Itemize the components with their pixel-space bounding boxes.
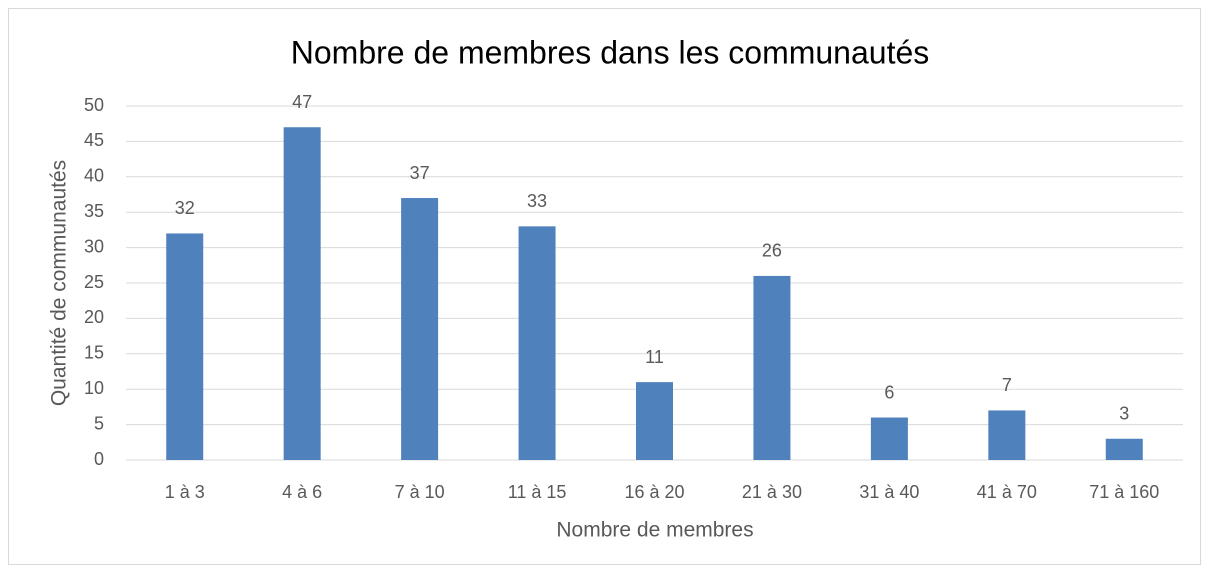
x-tick-label: 21 à 30 [742, 482, 802, 502]
data-label: 37 [410, 163, 430, 183]
x-axis-label: Nombre de membres [556, 519, 753, 542]
x-tick-label: 16 à 20 [624, 482, 684, 502]
chart-border [8, 8, 1201, 565]
data-label: 32 [175, 198, 195, 218]
x-tick-label: 31 à 40 [859, 482, 919, 502]
y-tick-label: 20 [84, 307, 104, 327]
data-label: 7 [1002, 375, 1012, 395]
bar [283, 127, 321, 461]
y-tick-label: 10 [84, 378, 104, 398]
bar [753, 275, 791, 460]
y-tick-label: 35 [84, 201, 104, 221]
bar [401, 198, 439, 461]
x-tick-label: 1 à 3 [165, 482, 205, 502]
x-tick-label: 71 à 160 [1089, 482, 1159, 502]
bar [518, 226, 556, 460]
x-tick-label: 41 à 70 [977, 482, 1037, 502]
data-label: 26 [762, 241, 782, 261]
y-tick-label: 0 [94, 449, 104, 469]
data-label: 11 [645, 347, 664, 367]
y-tick-label: 40 [84, 166, 104, 186]
y-tick-label: 45 [84, 130, 104, 150]
y-tick-label: 30 [84, 236, 104, 256]
data-label: 47 [292, 92, 312, 112]
y-tick-label: 15 [84, 343, 104, 363]
data-label: 6 [884, 382, 894, 402]
data-label: 3 [1119, 404, 1129, 424]
bar [870, 417, 908, 460]
bar [1105, 438, 1143, 460]
y-tick-label: 5 [94, 413, 104, 433]
y-tick-label: 50 [84, 95, 104, 115]
y-axis-label: Quantité de communautés [48, 160, 71, 406]
y-tick-label: 25 [84, 272, 104, 292]
chart-title: Nombre de membres dans les communautés [291, 34, 930, 70]
x-tick-label: 7 à 10 [395, 482, 445, 502]
x-tick-label: 4 à 6 [282, 482, 322, 502]
bar [988, 410, 1026, 460]
data-label: 33 [527, 191, 547, 211]
bar [636, 382, 673, 460]
bar [166, 233, 204, 460]
x-tick-label: 11 à 15 [508, 482, 567, 502]
